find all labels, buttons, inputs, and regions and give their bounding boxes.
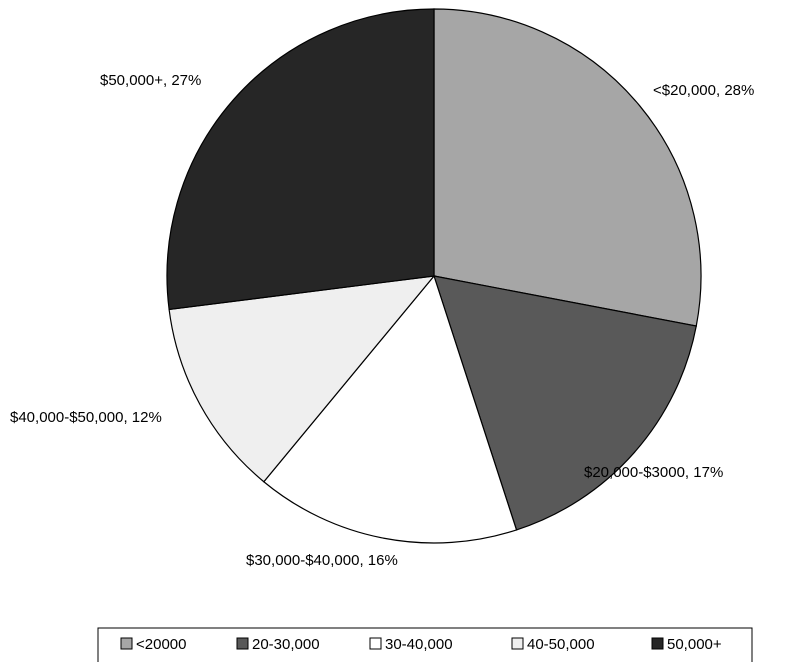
legend-swatch-40-50000	[511, 637, 524, 650]
legend-item-under-20000: <20000	[120, 636, 186, 653]
slice-label-50000-plus: $50,000+, 27%	[100, 72, 201, 89]
pie-slice-40-50000	[168, 275, 436, 483]
legend-label-50000-plus: 50,000+	[667, 636, 722, 653]
pie-slices	[166, 8, 702, 544]
chart-legend: <20000 20-30,000 30-40,000 40-50,000 50,…	[97, 627, 753, 662]
legend-swatch-30-40000	[369, 637, 382, 650]
legend-swatch-under-20000	[120, 637, 133, 650]
slice-label-under-20000: <$20,000, 28%	[653, 82, 754, 99]
legend-swatch-20-30000	[236, 637, 249, 650]
slice-label-30000-40000: $30,000-$40,000, 16%	[246, 552, 398, 569]
legend-label-40-50000: 40-50,000	[527, 636, 595, 653]
legend-item-30-40000: 30-40,000	[369, 636, 453, 653]
slice-label-40000-50000: $40,000-$50,000, 12%	[10, 409, 162, 426]
pie-slice-30-40000	[262, 274, 518, 544]
slice-label-20000-30000: $20,000-$3000, 17%	[584, 464, 723, 481]
legend-label-20-30000: 20-30,000	[252, 636, 320, 653]
legend-item-20-30000: 20-30,000	[236, 636, 320, 653]
pie-slice-under-20000	[433, 8, 702, 327]
pie-slice-50000-plus	[166, 8, 435, 311]
legend-label-under-20000: <20000	[136, 636, 186, 653]
legend-swatch-50000-plus	[651, 637, 664, 650]
legend-label-30-40000: 30-40,000	[385, 636, 453, 653]
pie-slice-20-30000	[433, 275, 697, 531]
legend-item-40-50000: 40-50,000	[511, 636, 595, 653]
pie-slice-labels: <$20,000, 28% $20,000-$3000, 17% $30,000…	[10, 72, 754, 569]
legend-frame	[97, 627, 753, 662]
legend-item-50000-plus: 50,000+	[651, 636, 722, 653]
